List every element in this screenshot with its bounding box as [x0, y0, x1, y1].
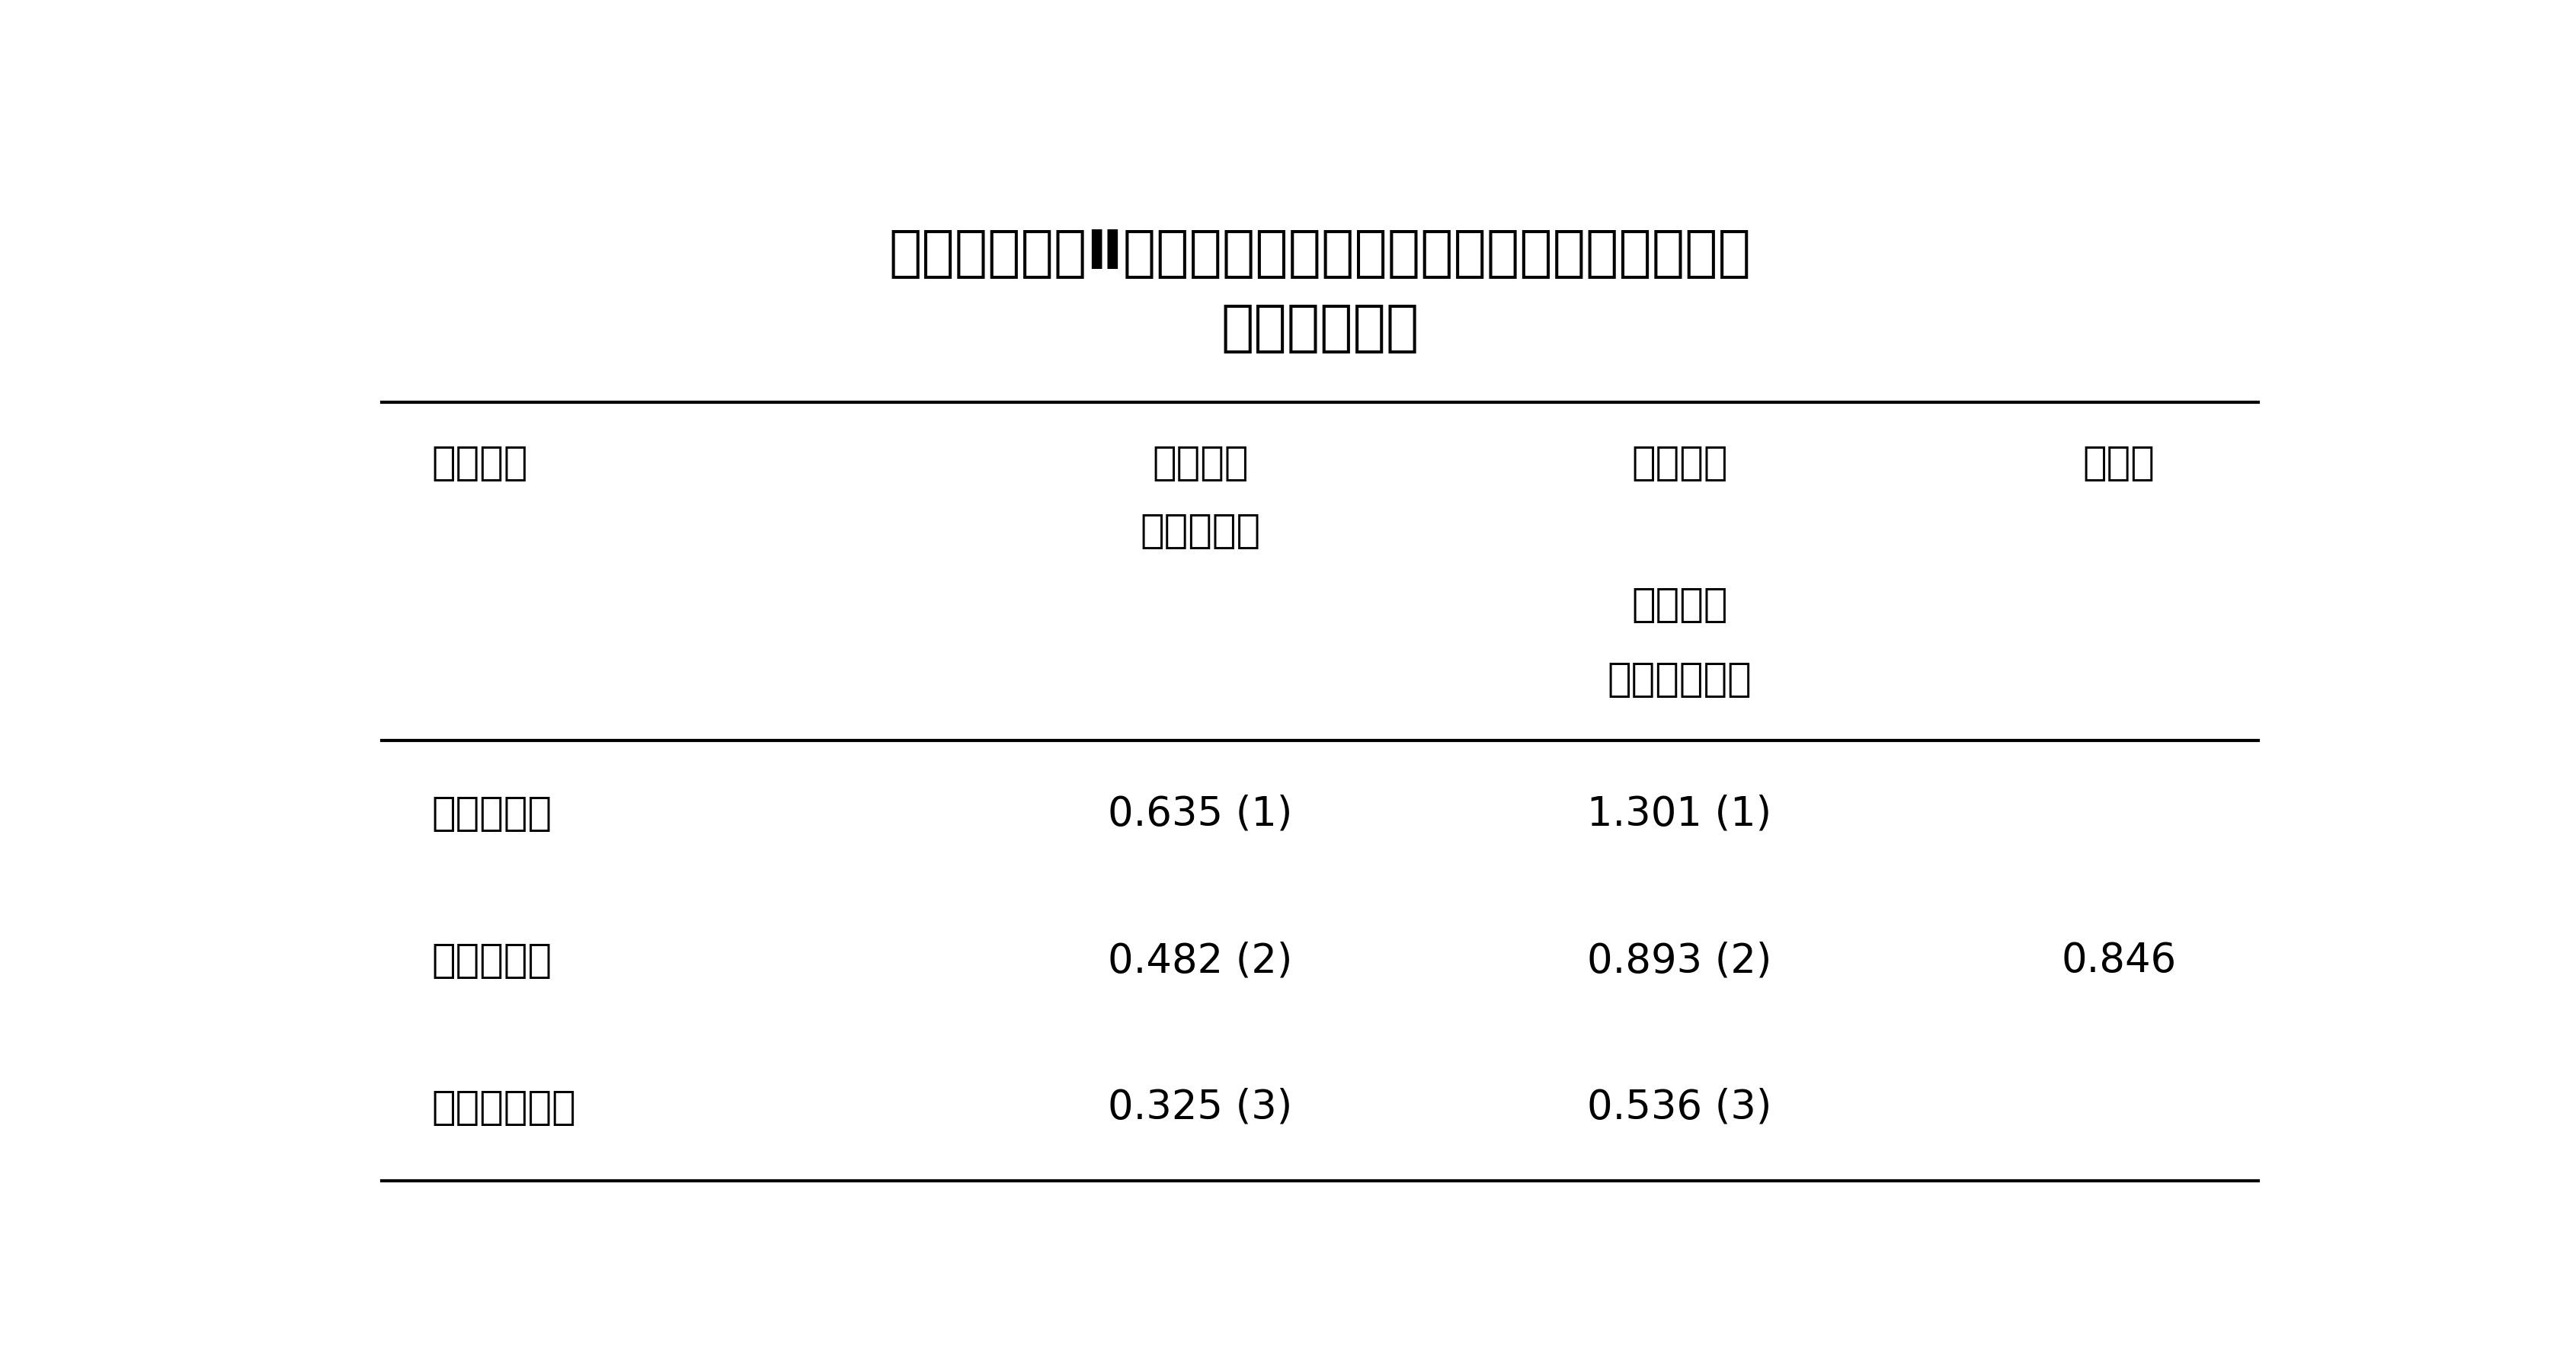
Text: 0.846: 0.846	[2061, 941, 2177, 981]
Text: 0.325 (3): 0.325 (3)	[1108, 1088, 1293, 1128]
Text: カテゴリスコ: カテゴリスコ	[1607, 660, 1752, 700]
Text: 表１．数量化Ⅱ類による景観の良否に及ぼす景観要素に関: 表１．数量化Ⅱ類による景観の良否に及ぼす景観要素に関	[889, 228, 1752, 281]
Text: 相関比: 相関比	[2081, 443, 2156, 483]
Text: アレンジ: アレンジ	[1631, 586, 1728, 626]
Text: （順位）: （順位）	[1151, 443, 1249, 483]
Text: 景色内存在物: 景色内存在物	[433, 1088, 577, 1128]
Text: 個別的情景: 個別的情景	[433, 941, 551, 981]
Text: 0.536 (3): 0.536 (3)	[1587, 1088, 1772, 1128]
Text: 1.301 (1): 1.301 (1)	[1587, 794, 1772, 834]
Text: 偏相関係数: 偏相関係数	[1141, 510, 1260, 550]
Text: 全体的情景: 全体的情景	[433, 794, 551, 834]
Text: （順位）: （順位）	[1631, 443, 1728, 483]
Text: 景観要素: 景観要素	[433, 443, 528, 483]
Text: 0.482 (2): 0.482 (2)	[1108, 941, 1293, 981]
Text: 0.893 (2): 0.893 (2)	[1587, 941, 1772, 981]
Text: 0.635 (1): 0.635 (1)	[1108, 794, 1293, 834]
Text: する解析結果: する解析結果	[1221, 302, 1419, 355]
